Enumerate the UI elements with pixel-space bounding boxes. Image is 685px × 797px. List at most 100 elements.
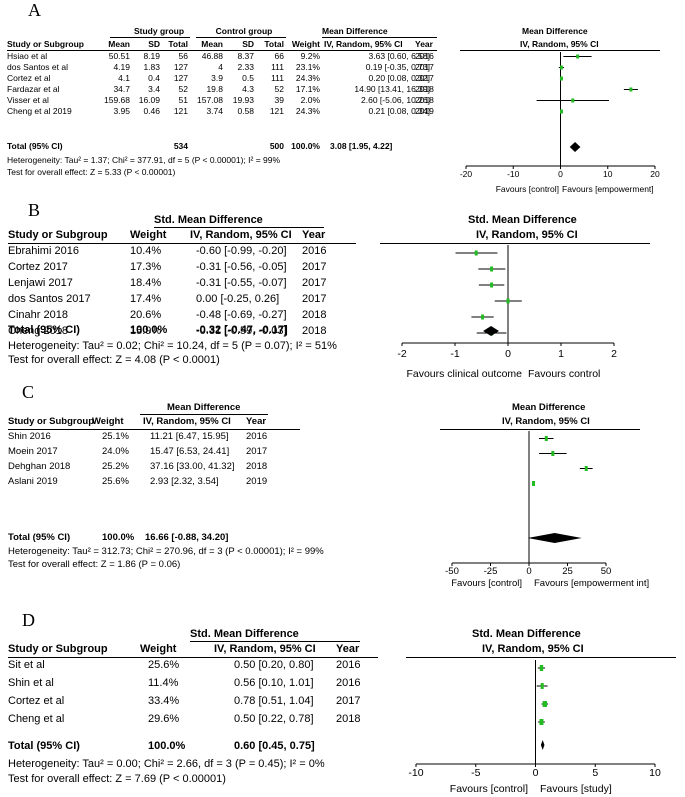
group2-underline [196, 37, 286, 38]
study-marker [551, 451, 555, 456]
row-name: Cheng 2018 [8, 325, 68, 337]
total-n1: 534 [173, 141, 188, 151]
study-marker [584, 466, 588, 471]
forest-plot-d: D Std. Mean Difference Std. Mean Differe… [0, 610, 685, 797]
row-weight: 11.4% [148, 677, 179, 689]
study-marker [629, 87, 633, 92]
row-weight: 24.3% [295, 106, 320, 116]
x-tick-label: -5 [471, 767, 481, 779]
favours-left: Favours [control] [449, 783, 528, 795]
overall-effect-text: Test for overall effect: Z = 1.86 (P = 0… [8, 559, 181, 570]
row-sd2: 0.5 [242, 73, 254, 83]
year-header: Year [246, 416, 267, 427]
total-label: Total (95% CI) [8, 532, 71, 543]
row-year: 2018 [302, 325, 327, 337]
row-sd2: 19.93 [232, 95, 254, 105]
group1-header: Study group [133, 26, 185, 36]
col-sd2: SD [242, 39, 254, 49]
panel-label: C [22, 382, 35, 402]
favours-left: Favours [control] [495, 184, 559, 194]
x-tick-label: 5 [592, 767, 599, 779]
plot-header-rule [380, 243, 650, 244]
row-year: 2017 [302, 277, 327, 289]
x-tick-label: -20 [459, 169, 473, 179]
row-mean2: 3.9 [211, 73, 223, 83]
row-mean1: 159.68 [104, 95, 130, 105]
study-marker [539, 719, 544, 725]
row-year: 2017 [302, 261, 327, 273]
row-n2: 52 [274, 84, 284, 94]
row-year: 2016 [415, 51, 434, 61]
heterogeneity-text: Heterogeneity: Tau² = 1.37; Chi² = 377.9… [7, 155, 281, 165]
row-year: 2017 [246, 446, 268, 457]
row-weight: 10.4% [130, 245, 162, 257]
row-sd1: 16.09 [138, 95, 160, 105]
forest-plot-b: B Std. Mean Difference Std. Mean Differe… [0, 200, 685, 382]
row-ci: 0.19 [-0.35, 0.73] [365, 62, 430, 72]
group1-underline [110, 37, 190, 38]
row-weight: 9.2% [300, 51, 320, 61]
row-ci: 0.20 [0.08, 0.32] [368, 73, 430, 83]
row-sd2: 0.58 [237, 106, 254, 116]
weight-header: Weight [92, 416, 124, 427]
study-marker [506, 298, 510, 304]
favours-right: Favours [empowerment] [562, 184, 654, 194]
total-diamond [540, 740, 545, 750]
row-name: Cheng et al [8, 713, 65, 725]
overall-effect-text: Test for overall effect: Z = 7.69 (P < 0… [8, 773, 226, 785]
study-marker [539, 665, 544, 671]
row-year: 2017 [415, 73, 434, 83]
overall-effect-text: Test for overall effect: Z = 5.33 (P < 0… [7, 167, 176, 177]
effect-underline [190, 641, 360, 642]
row-ci: -0.48 [-0.69, -0.27] [196, 309, 287, 321]
header-rule [8, 657, 378, 658]
total-label: Total (95% CI) [8, 324, 80, 336]
row-ci: 37.16 [33.00, 41.32] [150, 461, 235, 472]
row-name: Dehghan 2018 [8, 461, 71, 472]
row-weight: 24.3% [295, 73, 320, 83]
row-ci: 15.47 [6.53, 24.41] [150, 446, 230, 457]
row-name: Fardazar et al [7, 84, 60, 94]
effect-title: Std. Mean Difference [190, 628, 299, 640]
x-tick-label: -2 [397, 348, 407, 360]
x-tick-label: -1 [450, 348, 460, 360]
row-year: 2018 [415, 84, 434, 94]
effect-method: IV, Random, 95% CI [214, 643, 316, 655]
total-diamond [483, 326, 499, 336]
x-tick-label: 2 [611, 348, 617, 360]
row-name: Visser et al [7, 95, 49, 105]
total-weight: 100.0% [148, 740, 186, 752]
row-name: dos Santos 2017 [8, 293, 91, 305]
row-n2: 66 [274, 51, 284, 61]
row-year: 2017 [415, 62, 434, 72]
study-marker [542, 701, 548, 707]
row-year: 2016 [246, 431, 268, 442]
row-n1: 52 [178, 84, 188, 94]
effect-title: Std. Mean Difference [154, 214, 263, 226]
col-sd1: SD [148, 39, 160, 49]
total-ci: -0.32 [-0.47, -0.17] [196, 324, 288, 336]
plot-title: Mean Difference [522, 26, 588, 36]
effect-underline [154, 227, 324, 228]
row-ci: 0.50 [0.20, 0.80] [234, 659, 314, 671]
row-n1: 121 [173, 106, 188, 116]
row-weight: 25.1% [102, 431, 129, 442]
x-tick-label: -10 [408, 767, 424, 779]
row-name: Aslani 2019 [8, 476, 58, 487]
panel-label: B [28, 200, 41, 220]
forest-plot-area-a [465, 52, 656, 169]
overall-effect-text: Test for overall effect: Z = 4.08 (P < 0… [8, 354, 220, 366]
header-rule [8, 429, 300, 430]
row-weight: 29.6% [148, 713, 180, 725]
x-tick-label: 20 [650, 169, 660, 179]
row-name: Sit et al [8, 659, 45, 671]
row-weight: 15.9% [130, 325, 162, 337]
row-sd2: 2.33 [237, 62, 254, 72]
forest-plot-a: A Study group Control group Mean Differe… [0, 0, 685, 200]
plot-header-rule [440, 429, 640, 430]
total-weight: 100.0% [130, 324, 168, 336]
row-name: Shin 2016 [8, 431, 51, 442]
total-diamond [527, 533, 582, 543]
x-tick-label: 25 [562, 566, 573, 577]
heterogeneity-text: Heterogeneity: Tau² = 0.00; Chi² = 2.66,… [8, 758, 325, 770]
